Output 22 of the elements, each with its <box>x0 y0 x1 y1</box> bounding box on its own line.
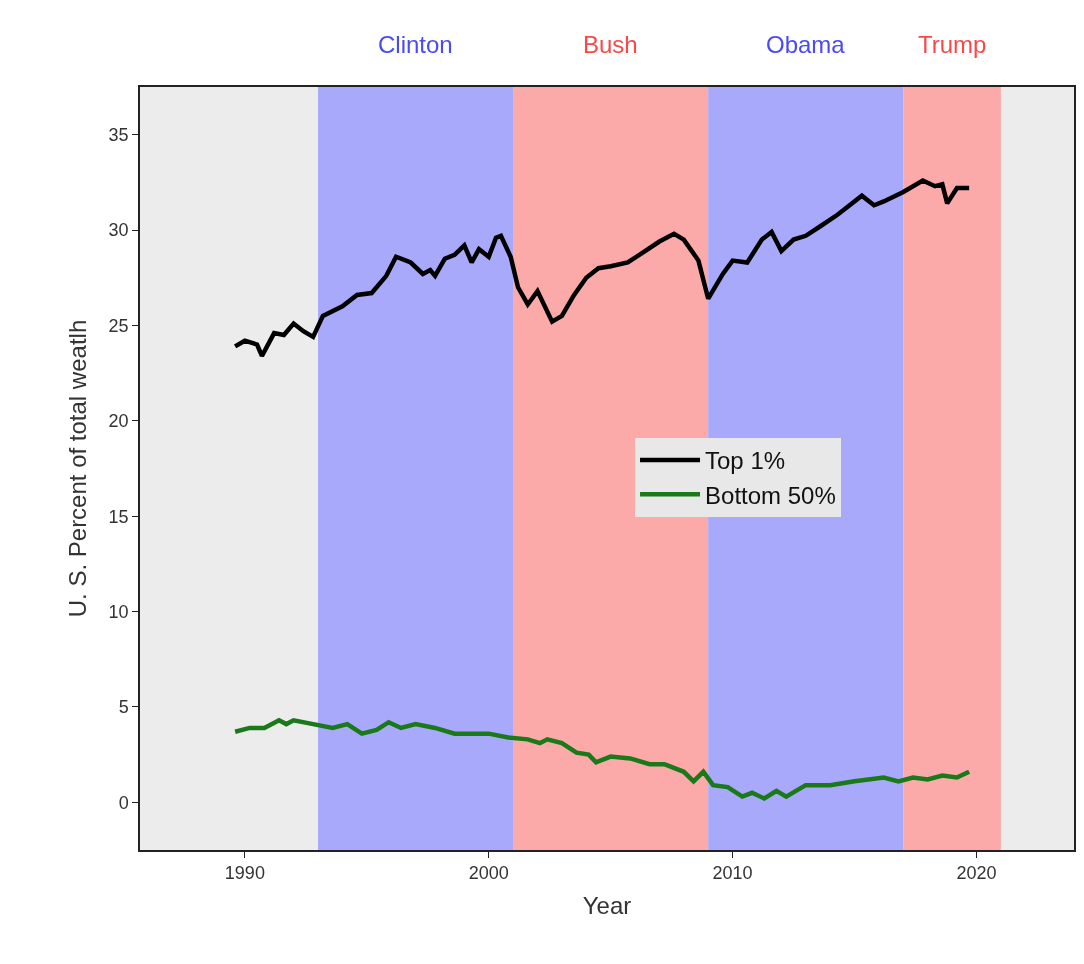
x-tick-label: 2010 <box>712 863 753 884</box>
legend-label: Top 1% <box>705 447 786 475</box>
y-tick-label: 35 <box>108 124 129 145</box>
x-tick-label: 2020 <box>956 863 997 884</box>
y-tick-label: 20 <box>108 411 129 432</box>
y-tick-label: 5 <box>118 697 129 718</box>
legend-label: Bottom 50% <box>705 481 836 509</box>
band-label: Obama <box>766 31 846 58</box>
y-tick-label: 30 <box>108 220 129 241</box>
band-label: Clinton <box>378 31 453 58</box>
line-series <box>232 718 972 801</box>
y-tick-label: 10 <box>108 601 129 622</box>
band-label: Bush <box>583 31 638 58</box>
x-tick-label: 2000 <box>468 863 509 884</box>
y-axis-title: U. S. Percent of total weatlh <box>64 319 92 618</box>
band-label: Trump <box>918 31 987 58</box>
line-series <box>232 178 972 359</box>
y-tick-label: 15 <box>108 506 129 527</box>
y-tick-label: 25 <box>108 315 129 336</box>
y-tick-label: 0 <box>118 792 129 813</box>
x-tick-label: 1990 <box>224 863 265 884</box>
x-axis-title: Year <box>582 892 632 920</box>
